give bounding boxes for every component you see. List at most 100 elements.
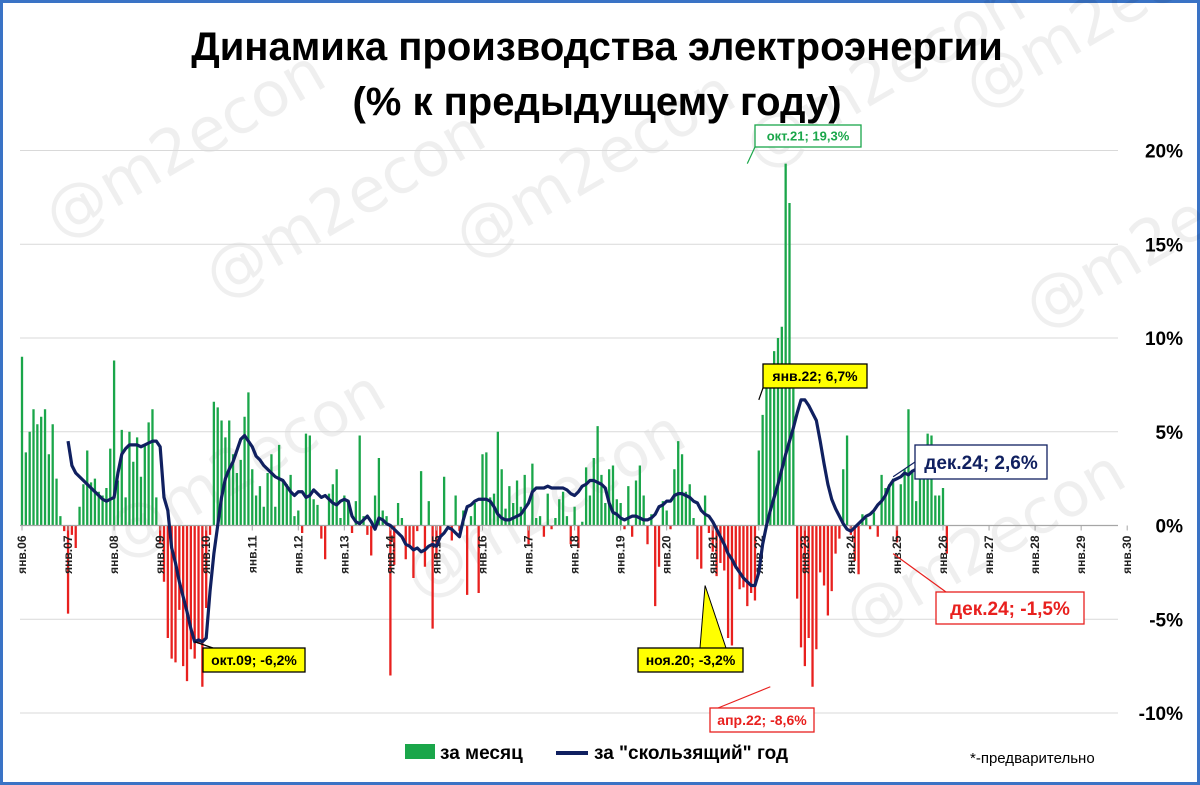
x-tick-label: янв.25 [890,535,904,574]
monthly-bar [588,495,592,526]
monthly-bar [423,525,427,567]
monthly-bar [661,501,665,526]
monthly-bar [74,525,77,548]
watermark-text: @m2econ [391,394,697,613]
monthly-bar [147,422,150,526]
monthly-bar [918,454,922,526]
monthly-bar [274,506,277,526]
annotation-box [754,124,862,148]
monthly-bar [128,431,131,526]
monthly-bar [320,525,323,539]
monthly-bar [109,448,112,526]
x-tick-label: янв.14 [383,535,397,574]
monthly-bar [205,525,208,608]
monthly-bar [792,388,795,526]
monthly-bar [370,525,373,556]
monthly-bar [105,488,108,526]
monthly-bar [819,525,822,573]
annotation-box [637,647,744,673]
x-tick-label: янв.18 [568,535,582,574]
monthly-bar [627,486,630,526]
chart-title-line2: (% к предыдущему году) [352,80,841,124]
monthly-bar [784,163,787,526]
annotation-leader [746,146,756,164]
monthly-bar [324,525,327,560]
monthly-bar [220,420,223,526]
monthly-bar [63,525,66,532]
monthly-bar [308,435,311,526]
annotation-label: окт.09; -6,2% [211,652,297,668]
y-tick-label: -5% [1149,610,1183,631]
monthly-bar [20,356,24,526]
x-tick-label: янв.09 [153,535,167,574]
monthly-bar [761,414,764,526]
monthly-bar [358,435,361,526]
annotation-box [762,363,868,389]
x-tick-label: янв.11 [245,535,259,573]
monthly-bar [78,506,81,526]
rolling-line-layer [66,398,930,644]
x-tick-label: янв.06 [15,535,29,574]
monthly-bar [293,516,296,526]
monthly-bar [55,478,58,526]
monthly-bar [262,506,265,526]
monthly-bar [538,516,542,526]
monthly-bar [254,495,258,526]
annotation-leader [758,387,764,401]
monthly-bar [86,450,89,526]
monthly-bar [431,525,434,629]
monthly-bar [684,491,688,526]
monthly-bar [899,484,902,526]
monthly-bar [569,525,572,545]
monthly-bar [512,503,515,526]
monthly-bar [347,501,350,526]
monthly-bar [350,525,354,533]
monthly-bar [742,525,745,588]
monthly-bar [450,525,453,541]
x-tick-label: янв.28 [1028,535,1042,574]
y-tick-label: 20% [1145,142,1183,163]
annotation-label: дек.24; 2,6% [924,453,1038,474]
annotation-box [935,591,1085,625]
annotation-leader [892,553,947,593]
monthly-bar [934,495,937,526]
monthly-bar [316,504,319,526]
monthly-bar [40,416,43,526]
monthly-bar [304,433,308,526]
x-tick-label: янв.24 [844,535,858,574]
y-tick-label: 10% [1145,329,1183,350]
monthly-bar [654,525,657,607]
monthly-bar [373,495,377,526]
monthly-bar [669,525,672,530]
monthly-bar [339,518,342,526]
monthly-bar [891,478,895,526]
monthly-bar [611,465,615,526]
y-tick-label: 5% [1156,423,1184,444]
monthly-bar [101,495,104,526]
monthly-bar [888,484,891,526]
monthly-bar [381,510,384,526]
monthly-bar [765,383,768,526]
monthly-bar [596,426,599,526]
x-tick-label: янв.08 [107,535,121,574]
monthly-bar [135,437,139,526]
monthly-bar [427,501,430,526]
monthly-bar [903,469,906,526]
monthly-bar [769,373,772,526]
monthly-bar [212,401,216,526]
monthly-bar [235,473,239,526]
monthly-bar [139,476,143,526]
monthly-bar [826,525,830,616]
annotation-label: апр.22; -8,6% [717,712,807,728]
monthly-bar [838,525,841,539]
x-tick-label: янв.29 [1074,535,1088,574]
monthly-bar [584,467,588,526]
monthly-bar [703,495,707,526]
monthly-bar [730,525,734,646]
monthly-bar [185,525,189,682]
monthly-bar [719,525,722,563]
monthly-bar [285,484,288,526]
annotation-box [709,707,815,733]
monthly-bar [773,351,776,526]
monthly-bar [930,435,933,526]
